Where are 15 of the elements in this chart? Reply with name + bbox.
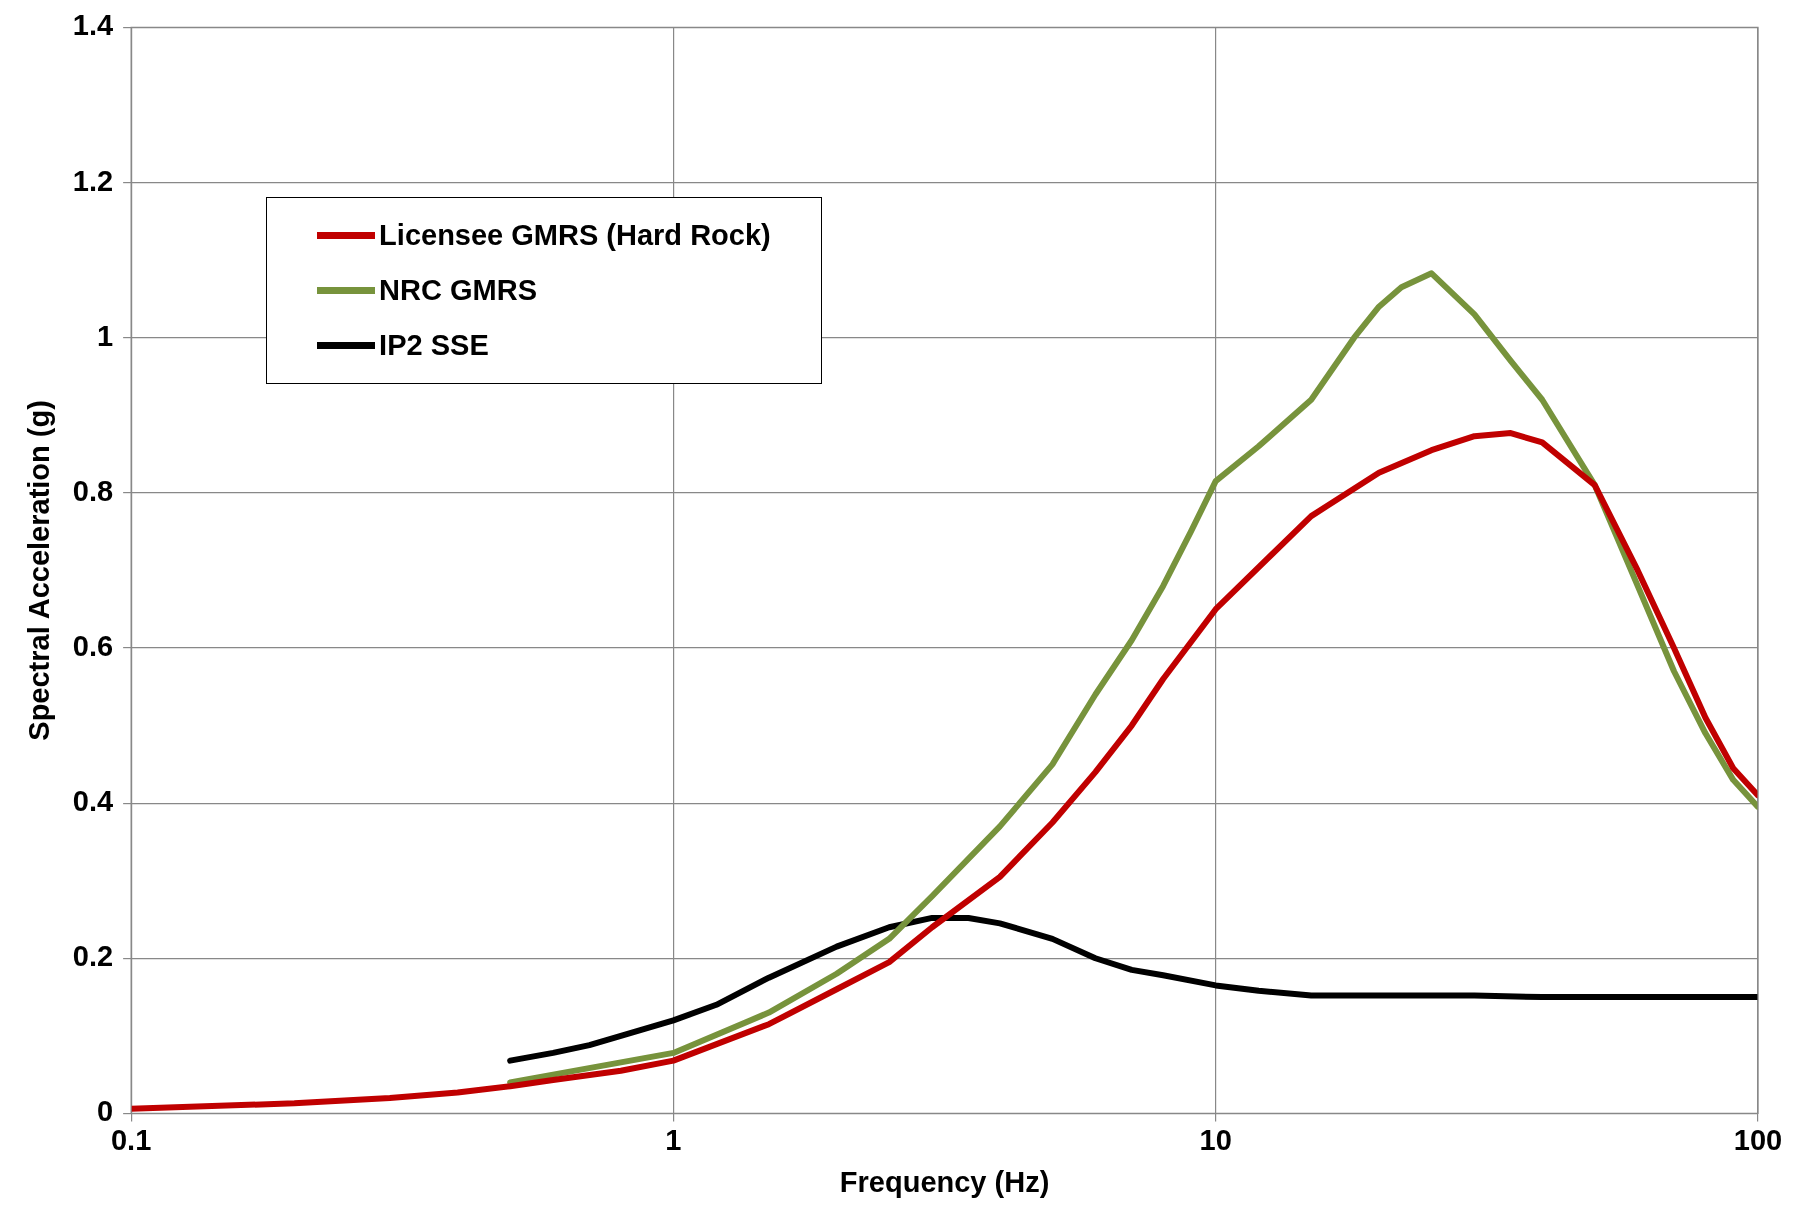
x-axis-title: Frequency (Hz) <box>839 1165 1050 1198</box>
y-tick-label: 1.2 <box>72 164 114 197</box>
x-tick-label: 10 <box>1199 1123 1232 1156</box>
y-tick-label: 0.4 <box>72 785 114 818</box>
y-tick-label: 1 <box>96 319 114 352</box>
y-tick-label: 1.4 <box>72 9 114 42</box>
y-tick-label: 0.8 <box>72 474 114 507</box>
y-tick-label: 0.2 <box>72 940 114 973</box>
x-tick-label: 100 <box>1733 1123 1783 1156</box>
y-axis-title: Spectral Acceleration (g) <box>23 400 56 741</box>
x-tick-label: 1 <box>665 1123 682 1156</box>
legend-label: Licensee GMRS (Hard Rock) <box>378 218 771 254</box>
y-tick-label: 0.6 <box>72 629 114 662</box>
legend-label: NRC GMRS <box>378 273 538 309</box>
legend-label: IP2 SSE <box>378 328 490 364</box>
